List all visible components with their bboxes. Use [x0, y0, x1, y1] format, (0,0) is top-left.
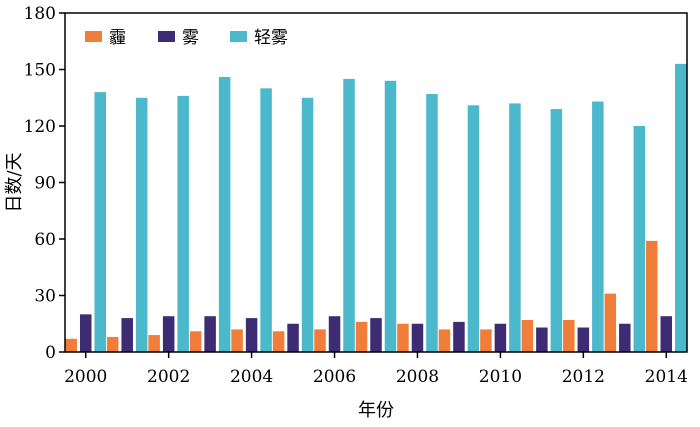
bar-2009-雾	[453, 321, 465, 352]
bar-2004-雾	[245, 318, 258, 352]
y-tick-label: 60	[34, 230, 56, 250]
x-tick-label: 2010	[479, 367, 522, 387]
bar-2009-轻雾	[467, 105, 480, 353]
y-tick-label: 0	[45, 343, 56, 363]
legend: 霾 雾 轻雾	[85, 28, 288, 48]
bars-group	[65, 63, 687, 353]
x-tick-label: 2004	[230, 367, 273, 387]
bar-2002-雾	[162, 316, 175, 352]
y-axis-title: 日数/天	[4, 152, 25, 212]
x-tick-label: 2014	[645, 367, 688, 387]
y-tick-label: 120	[24, 117, 56, 137]
x-tick-label: 2002	[147, 367, 190, 387]
bar-2013-轻雾	[633, 126, 646, 352]
legend-swatch	[230, 31, 247, 42]
bar-2014-雾	[660, 316, 673, 352]
x-tick-label: 2006	[313, 367, 356, 387]
bar-2011-轻雾	[550, 109, 563, 352]
bar-2000-雾	[79, 314, 92, 352]
x-tick-label: 2000	[64, 367, 107, 387]
bar-2002-霾	[148, 335, 160, 352]
bar-2008-轻雾	[426, 93, 438, 352]
bar-2014-轻雾	[675, 63, 687, 352]
bar-2009-霾	[438, 329, 451, 352]
bar-2013-霾	[604, 293, 617, 352]
bar-2007-轻雾	[384, 80, 397, 353]
bar-2001-霾	[106, 336, 119, 352]
bar-2000-轻雾	[94, 92, 106, 352]
legend-swatch	[85, 31, 102, 42]
bar-2003-轻雾	[218, 77, 231, 353]
y-tick-label: 30	[34, 287, 56, 307]
legend-swatch	[158, 31, 175, 42]
bar-2013-雾	[619, 323, 631, 352]
bar-2005-雾	[287, 323, 299, 352]
bar-2011-霾	[521, 319, 534, 352]
bar-2008-雾	[411, 323, 424, 352]
bar-2008-霾	[397, 323, 409, 352]
bar-2011-雾	[536, 327, 548, 352]
bar-2006-雾	[328, 316, 341, 352]
bar-2012-霾	[563, 319, 575, 352]
bar-2012-轻雾	[592, 101, 604, 353]
bar-2002-轻雾	[177, 95, 189, 352]
legend-label: 霾	[109, 28, 126, 48]
y-tick-label: 150	[24, 61, 56, 81]
legend-label: 雾	[182, 28, 199, 48]
x-ticks: 2000 2002 2004 2006 2008 2010 2012 2014	[64, 352, 688, 387]
bar-2005-轻雾	[301, 97, 314, 352]
bar-2003-霾	[189, 331, 202, 352]
bar-2006-轻雾	[343, 78, 355, 353]
bar-2012-雾	[577, 327, 590, 352]
bar-2001-雾	[121, 318, 133, 352]
bar-2005-霾	[272, 331, 285, 352]
x-axis-title: 年份	[358, 400, 394, 421]
bar-2007-霾	[355, 321, 368, 352]
legend-label: 轻雾	[254, 28, 288, 48]
y-tick-label: 90	[34, 174, 56, 194]
bar-2007-雾	[370, 318, 382, 352]
bar-2010-雾	[494, 323, 507, 352]
bar-2004-轻雾	[260, 88, 272, 352]
bar-2004-霾	[231, 329, 243, 352]
x-tick-label: 2012	[562, 367, 605, 387]
bar-2010-轻雾	[509, 103, 521, 353]
bar-2000-霾	[65, 338, 77, 352]
bar-2003-雾	[204, 316, 216, 352]
x-tick-label: 2008	[396, 367, 439, 387]
bar-2006-霾	[314, 329, 326, 352]
bar-2010-霾	[480, 329, 492, 352]
y-tick-label: 180	[24, 4, 56, 24]
bar-2014-霾	[646, 240, 658, 352]
y-ticks: 0 30 60 90 120 150 180	[24, 4, 65, 363]
bar-2001-轻雾	[135, 97, 148, 352]
